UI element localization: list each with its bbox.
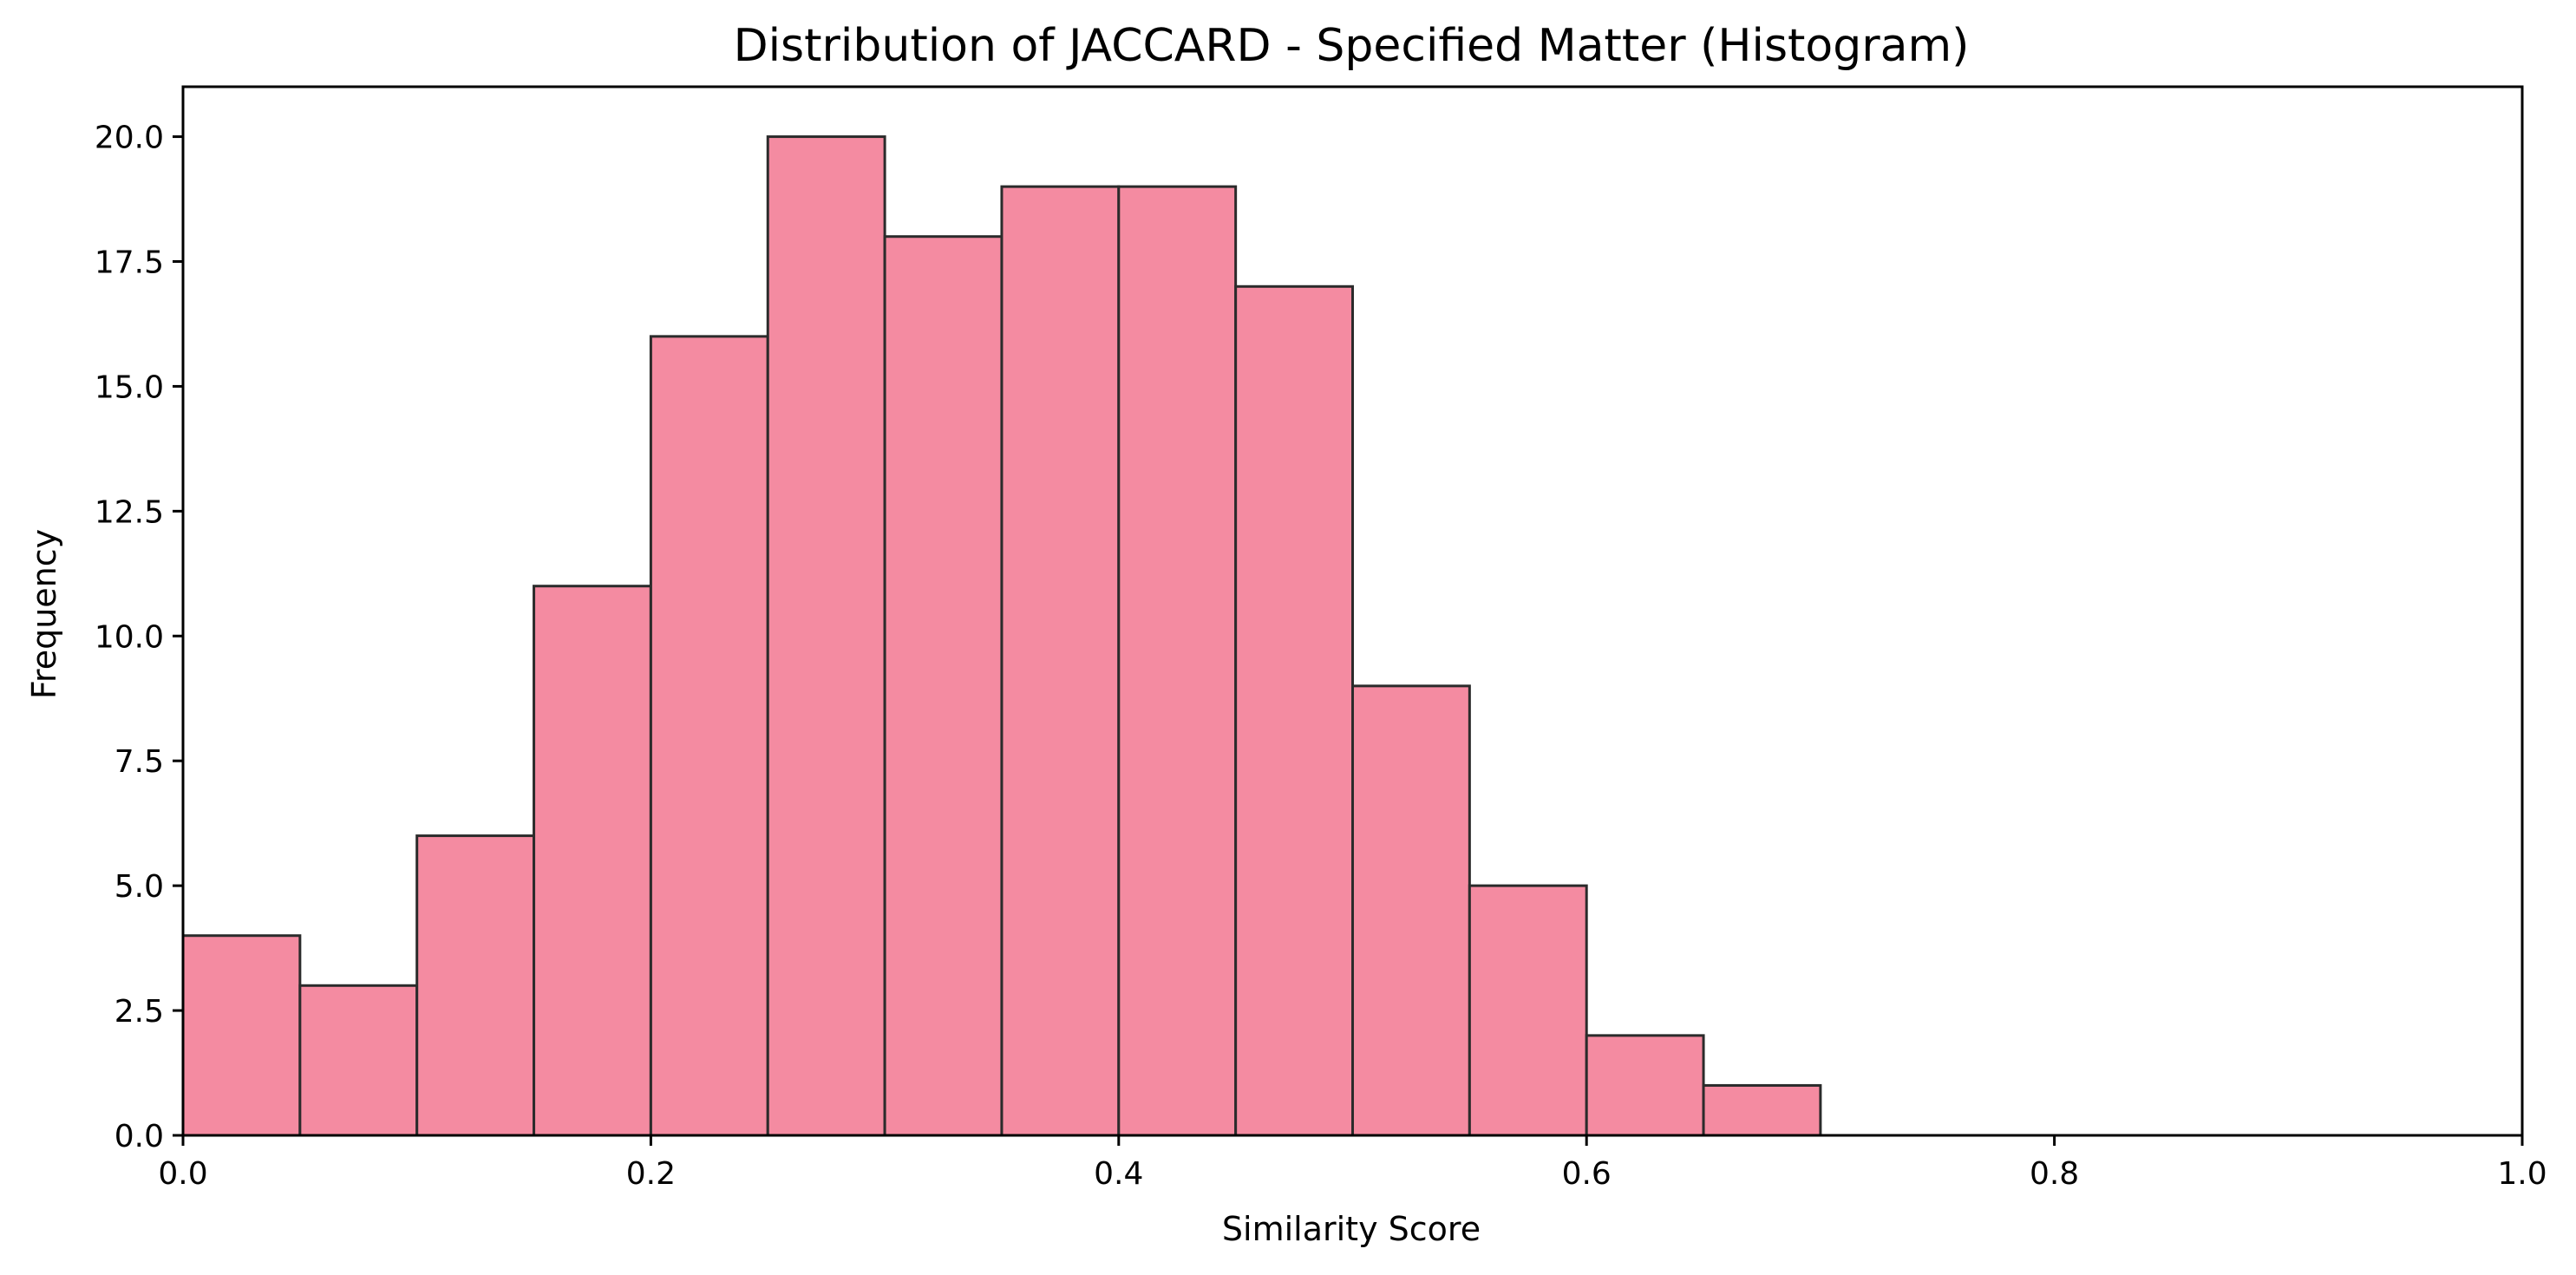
histogram-bar xyxy=(766,135,886,1137)
histogram-bar xyxy=(1468,884,1588,1137)
y-tick-label: 2.5 xyxy=(114,994,164,1030)
histogram-bar xyxy=(1117,185,1238,1137)
histogram-bar xyxy=(1351,684,1471,1137)
plot-frame xyxy=(181,85,2524,1137)
y-tick-label: 15.0 xyxy=(95,369,164,405)
histogram-bar xyxy=(1702,1083,1822,1137)
x-tick-label: 0.6 xyxy=(1562,1156,1612,1192)
y-tick-label: 7.5 xyxy=(114,744,164,780)
x-axis-ticks: 0.0 0.2 0.4 0.6 0.8 1.0 xyxy=(158,1135,2547,1192)
histogram-bar xyxy=(533,585,652,1137)
chart-title: Distribution of JACCARD - Specified Matt… xyxy=(734,20,1970,72)
y-tick-label: 17.5 xyxy=(95,245,164,281)
x-axis-label: Similarity Score xyxy=(1222,1210,1481,1248)
y-tick-label: 20.0 xyxy=(95,121,164,156)
histogram-bar xyxy=(181,934,302,1137)
x-tick-label: 0.4 xyxy=(1094,1156,1143,1192)
bars-group xyxy=(181,135,1822,1137)
histogram-bar xyxy=(1000,185,1121,1137)
histogram-bar xyxy=(415,834,536,1137)
y-axis-label: Frequency xyxy=(25,529,63,699)
histogram-bar xyxy=(883,235,1004,1137)
histogram-bar xyxy=(298,984,419,1137)
y-tick-label: 10.0 xyxy=(95,619,164,655)
y-tick-label: 5.0 xyxy=(114,869,164,905)
x-tick-label: 0.8 xyxy=(2030,1156,2079,1192)
y-tick-label: 0.0 xyxy=(114,1119,164,1154)
y-tick-label: 12.5 xyxy=(95,494,164,530)
x-tick-label: 0.2 xyxy=(626,1156,676,1192)
x-tick-label: 1.0 xyxy=(2497,1156,2547,1192)
histogram-bar xyxy=(1234,284,1355,1137)
histogram-bar xyxy=(1585,1034,1705,1137)
histogram-bar xyxy=(649,335,769,1137)
y-axis-ticks: 0.0 2.5 5.0 7.5 10.0 12.5 15.0 17.5 20.0 xyxy=(95,121,183,1154)
x-tick-label: 0.0 xyxy=(158,1156,207,1192)
